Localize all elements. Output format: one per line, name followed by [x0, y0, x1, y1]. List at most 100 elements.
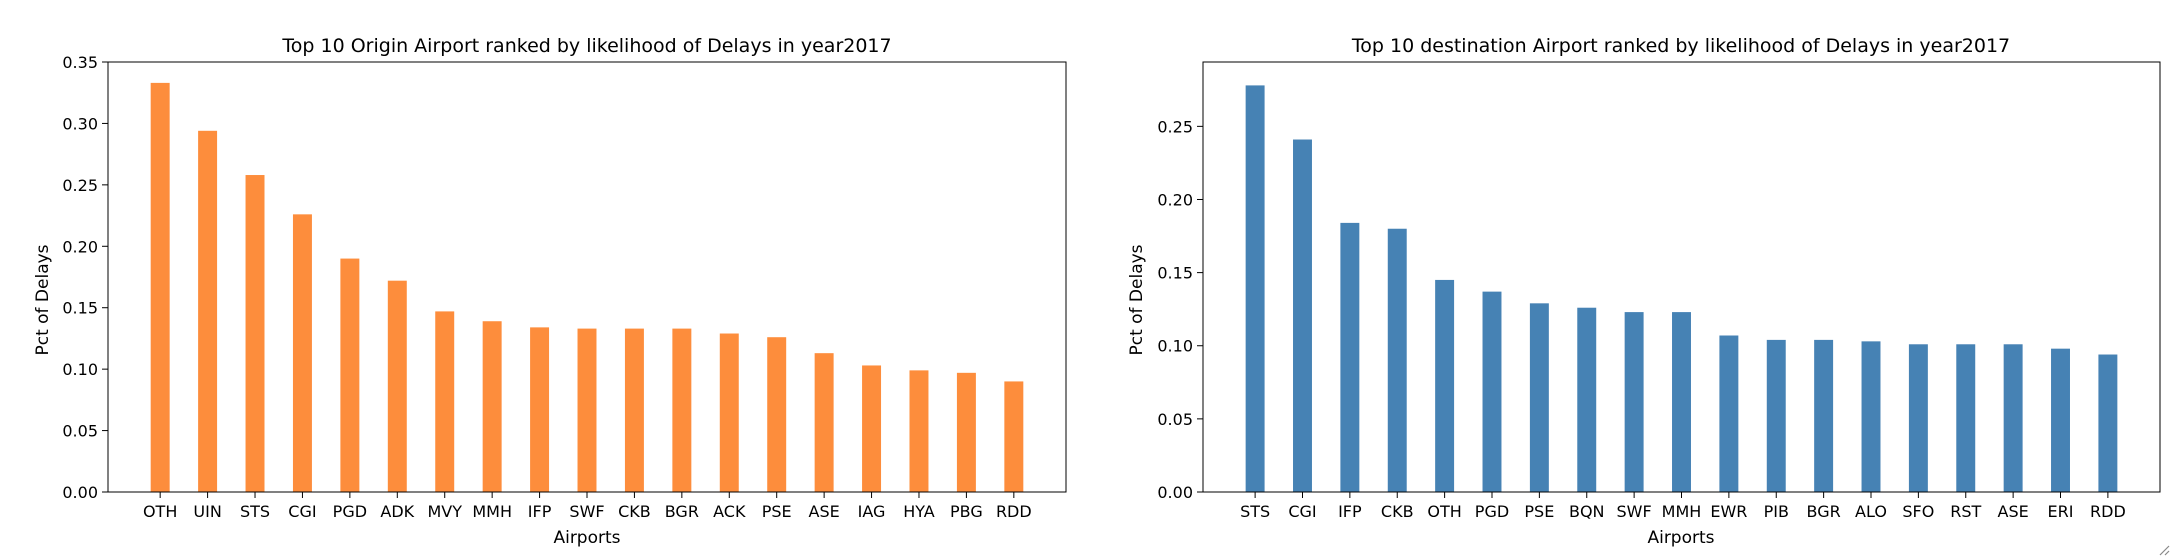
- x-tick-label: PGD: [333, 502, 367, 521]
- bar: [1956, 344, 1976, 492]
- y-axis-label: Pct of Delays: [1127, 244, 1147, 355]
- bar: [672, 328, 692, 492]
- bar: [387, 280, 407, 492]
- x-tick-label: OTH: [143, 502, 177, 521]
- x-tick-label: CGI: [288, 502, 316, 521]
- x-tick-label: STS: [240, 502, 270, 521]
- bar: [482, 321, 502, 492]
- bar: [862, 365, 882, 492]
- x-tick-label: RDD: [2090, 502, 2126, 521]
- bar: [1577, 307, 1597, 492]
- x-tick-label: IFP: [1338, 502, 1362, 521]
- x-tick-label: ERI: [2048, 502, 2074, 521]
- bar: [1814, 339, 1834, 492]
- bar: [909, 370, 929, 492]
- y-tick-label: 0.00: [62, 483, 98, 502]
- x-tick-label: BGR: [1807, 502, 1841, 521]
- bar: [577, 328, 597, 492]
- x-tick-label: PSE: [762, 502, 792, 521]
- y-tick-label: 0.20: [1157, 190, 1193, 209]
- bar: [814, 353, 834, 492]
- y-axis-label: Pct of Delays: [33, 244, 53, 355]
- x-tick-label: PSE: [1524, 502, 1554, 521]
- x-tick-label: MVY: [427, 502, 462, 521]
- x-tick-label: IFP: [528, 502, 552, 521]
- y-tick-label: 0.25: [62, 176, 98, 195]
- bar: [2051, 348, 2070, 492]
- x-tick-label: SWF: [569, 502, 604, 521]
- x-tick-label: MMH: [472, 502, 512, 521]
- y-tick-label: 0.15: [1157, 264, 1193, 283]
- bar: [1482, 291, 1502, 492]
- bar: [292, 214, 312, 493]
- y-tick-label: 0.20: [62, 237, 98, 256]
- bar: [2003, 344, 2023, 492]
- destination-delay-chart: Top 10 destination Airport ranked by lik…: [1127, 35, 2161, 548]
- y-tick-label: 0.25: [1157, 117, 1193, 136]
- x-tick-label: BGR: [665, 502, 699, 521]
- bar: [1624, 312, 1644, 492]
- plot-area: 0.00 0.05 0.10 0.15 0.20 0.25 STS CGI IFP CKB OTH P…: [1157, 61, 2161, 521]
- x-tick-label: CKB: [1381, 502, 1414, 521]
- x-tick-label: MMH: [1662, 502, 1702, 521]
- bar: [1387, 228, 1407, 493]
- y-tick-label: 0.00: [1157, 483, 1193, 502]
- bar: [245, 175, 265, 492]
- x-tick-label: UIN: [193, 502, 221, 521]
- bar: [1672, 312, 1691, 492]
- bar: [1908, 344, 1928, 492]
- x-tick-label: CKB: [618, 502, 651, 521]
- chart-title: Top 10 destination Airport ranked by lik…: [1351, 35, 2010, 57]
- y-tick-label: 0.10: [1157, 337, 1193, 356]
- x-tick-label: ASE: [1998, 502, 2029, 521]
- x-tick-label: ADK: [380, 502, 414, 521]
- origin-delay-chart: Top 10 Origin Airport ranked by likeliho…: [33, 35, 1067, 548]
- bar: [767, 337, 787, 492]
- x-tick-label: PBG: [950, 502, 983, 521]
- chart-title: Top 10 Origin Airport ranked by likeliho…: [281, 35, 891, 57]
- bar: [1529, 303, 1549, 492]
- bar: [1435, 279, 1455, 492]
- x-axis-label: Airports: [553, 528, 620, 548]
- resize-grip-icon[interactable]: [2156, 542, 2170, 556]
- bar: [340, 258, 360, 492]
- x-tick-label: SFO: [1902, 502, 1934, 521]
- y-tick-label: 0.10: [62, 360, 98, 379]
- bar: [1245, 85, 1265, 492]
- bar: [1766, 339, 1786, 492]
- y-tick-label: 0.35: [62, 53, 98, 72]
- x-tick-label: HYA: [903, 502, 935, 521]
- y-tick-label: 0.15: [62, 299, 98, 318]
- bar: [624, 328, 644, 492]
- x-tick-label: OTH: [1427, 502, 1461, 521]
- x-tick-label: ALO: [1855, 502, 1887, 521]
- y-tick-label: 0.05: [1157, 410, 1193, 429]
- bar: [2098, 354, 2118, 492]
- y-tick-label: 0.30: [62, 114, 98, 133]
- x-axis-label: Airports: [1647, 528, 1714, 548]
- x-tick-label: ACK: [713, 502, 746, 521]
- x-tick-label: BQN: [1569, 502, 1605, 521]
- x-tick-label: SWF: [1617, 502, 1652, 521]
- x-tick-label: PIB: [1764, 502, 1789, 521]
- x-tick-label: ASE: [809, 502, 840, 521]
- bar: [435, 311, 455, 492]
- bar: [530, 327, 550, 492]
- x-tick-label: RDD: [996, 502, 1032, 521]
- bar: [1719, 335, 1739, 492]
- x-tick-label: EWR: [1710, 502, 1747, 521]
- bar: [150, 82, 170, 492]
- bar: [1861, 341, 1881, 492]
- bar: [1340, 222, 1360, 493]
- bar: [1004, 381, 1024, 492]
- x-tick-label: RST: [1950, 502, 1981, 521]
- x-tick-label: IAG: [858, 502, 886, 521]
- bar: [719, 333, 739, 492]
- x-tick-label: PGD: [1475, 502, 1509, 521]
- bar: [1293, 139, 1312, 492]
- bar: [198, 130, 218, 493]
- plot-area: 0.00 0.05 0.10 0.15 0.20 0.25 0.30 0.35 OTH UIN ST…: [62, 53, 1067, 521]
- x-tick-label: CGI: [1288, 502, 1316, 521]
- y-tick-label: 0.05: [62, 422, 98, 441]
